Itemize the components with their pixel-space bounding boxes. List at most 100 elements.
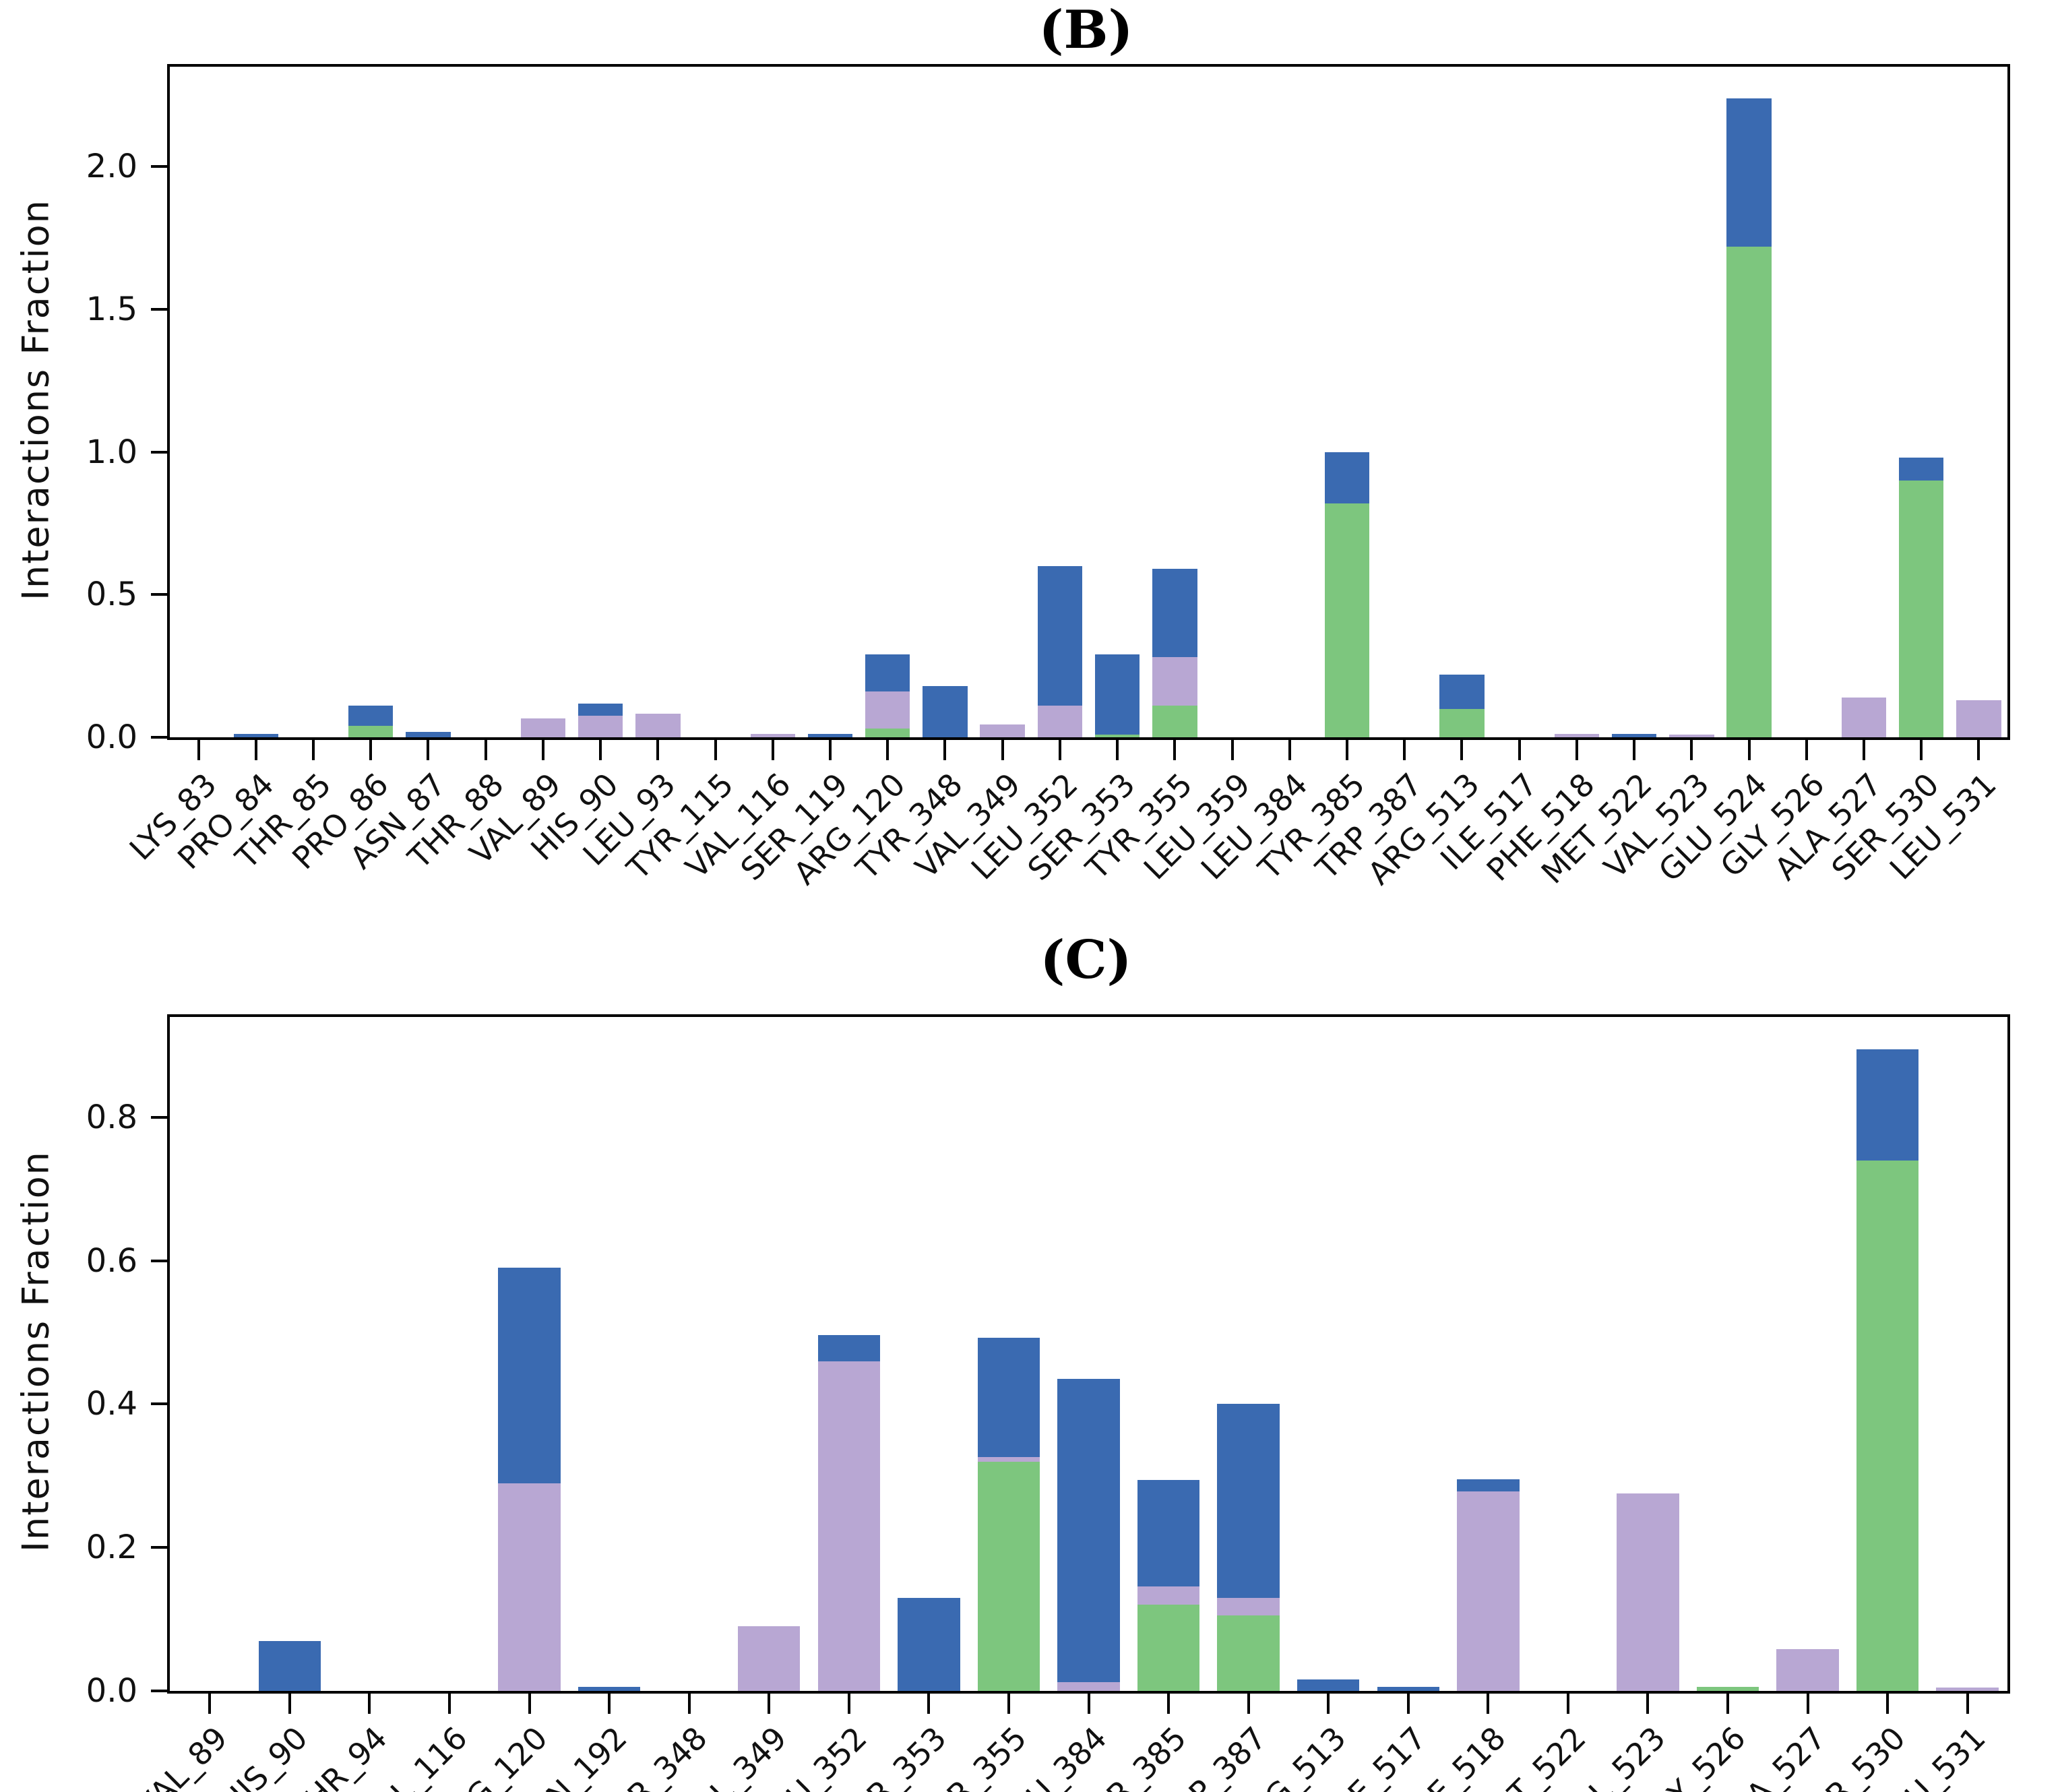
- x-tick-mark: [1173, 740, 1177, 760]
- bar-segment-blue-series: [1611, 733, 1657, 737]
- x-tick-mark: [1230, 740, 1234, 760]
- bar-segment-blue-series: [1898, 458, 1944, 481]
- x-tick-mark: [1116, 740, 1119, 760]
- y-tick-mark: [151, 1402, 167, 1406]
- x-tick-mark: [528, 1694, 531, 1714]
- y-tick-label: 0.0: [86, 1672, 137, 1710]
- bar-segment-lavender-series: [1217, 1597, 1280, 1616]
- bar-segment-blue-series: [233, 733, 279, 737]
- bar-segment-lavender-series: [1841, 697, 1887, 737]
- y-tick-mark: [151, 450, 167, 454]
- bar-segment-blue-series: [578, 704, 623, 716]
- bar-segment-lavender-series: [750, 733, 796, 737]
- x-tick-mark: [427, 740, 430, 760]
- y-tick-label: 0.8: [86, 1098, 137, 1136]
- bar-segment-blue-series: [1324, 452, 1370, 503]
- panel-c-y-axis-label: Interactions Fraction: [14, 1150, 57, 1552]
- bar-segment-lavender-series: [817, 1361, 881, 1691]
- x-tick-mark: [447, 1694, 451, 1714]
- x-tick-mark: [1646, 1694, 1650, 1714]
- x-tick-mark: [1726, 1694, 1730, 1714]
- y-tick-mark: [151, 1546, 167, 1549]
- x-tick-mark: [768, 1694, 771, 1714]
- bar-segment-green-series: [1324, 503, 1370, 737]
- bar-segment-blue-series: [923, 685, 968, 737]
- bar-segment-lavender-series: [1554, 733, 1600, 737]
- x-tick-mark: [1633, 740, 1636, 760]
- bar-segment-green-series: [865, 729, 910, 737]
- y-tick-label: 0.6: [86, 1241, 137, 1280]
- x-tick-mark: [1886, 1694, 1890, 1714]
- x-tick-mark: [288, 1694, 291, 1714]
- y-tick-label: 0.2: [86, 1528, 137, 1567]
- bar-segment-lavender-series: [1956, 700, 2001, 737]
- bar-segment-blue-series: [1439, 674, 1485, 709]
- x-tick-mark: [484, 740, 487, 760]
- x-tick-mark: [847, 1694, 850, 1714]
- panel-b-title: (B): [1038, 0, 1133, 61]
- y-tick-label: 0.0: [86, 718, 137, 756]
- bar-segment-green-series: [1439, 708, 1485, 737]
- bar-segment-lavender-series: [635, 714, 681, 737]
- x-tick-mark: [1566, 1694, 1569, 1714]
- bar-segment-green-series: [1152, 706, 1197, 737]
- x-tick-mark: [1001, 740, 1004, 760]
- bar-segment-lavender-series: [865, 691, 910, 729]
- bar-segment-blue-series: [1377, 1686, 1439, 1691]
- bar-segment-blue-series: [817, 1335, 881, 1361]
- x-tick-mark: [1288, 740, 1291, 760]
- y-tick-label: 1.5: [86, 290, 137, 328]
- x-tick-mark: [656, 740, 660, 760]
- bar-segment-blue-series: [406, 731, 451, 737]
- x-tick-mark: [254, 740, 257, 760]
- bar-segment-lavender-series: [1936, 1687, 1999, 1691]
- y-tick-mark: [151, 1690, 167, 1692]
- x-tick-mark: [1247, 1694, 1250, 1714]
- bar-segment-blue-series: [1856, 1049, 1919, 1161]
- x-tick-mark: [687, 1694, 691, 1714]
- x-tick-mark: [1806, 1694, 1809, 1714]
- x-tick-mark: [943, 740, 947, 760]
- bar-segment-green-series: [1137, 1605, 1200, 1691]
- y-tick-mark: [151, 736, 167, 739]
- bar-segment-lavender-series: [520, 718, 566, 737]
- bar-segment-blue-series: [1726, 98, 1772, 247]
- x-tick-mark: [1747, 740, 1751, 760]
- bar-segment-lavender-series: [1037, 706, 1083, 737]
- y-tick-label: 0.5: [86, 576, 137, 614]
- x-tick-mark: [1966, 1694, 1969, 1714]
- bar-segment-lavender-series: [1457, 1491, 1520, 1691]
- x-tick-mark: [829, 740, 832, 760]
- panel-b-y-axis-label: Interactions Fraction: [14, 198, 57, 600]
- x-tick-mark: [1518, 740, 1521, 760]
- x-tick-mark: [1690, 740, 1693, 760]
- x-tick-mark: [608, 1694, 611, 1714]
- y-tick-mark: [151, 307, 167, 311]
- x-tick-mark: [1087, 1694, 1090, 1714]
- bar-segment-lavender-series: [977, 1457, 1040, 1462]
- bar-segment-blue-series: [898, 1597, 960, 1691]
- bar-segment-lavender-series: [1776, 1649, 1839, 1691]
- bar-segment-blue-series: [1037, 565, 1083, 706]
- bar-segment-green-series: [1898, 480, 1944, 737]
- bar-segment-lavender-series: [498, 1483, 561, 1691]
- x-tick-mark: [1487, 1694, 1490, 1714]
- bar-segment-blue-series: [1152, 569, 1197, 658]
- bar-segment-blue-series: [1297, 1679, 1360, 1691]
- bar-segment-blue-series: [348, 706, 394, 727]
- bar-segment-green-series: [1726, 246, 1772, 737]
- x-tick-mark: [1862, 740, 1865, 760]
- panel-b-plot-area: 0.0 0.5 1.0 1.5 2.0 LYS_83 PRO_84 THR_85 PRO_86 A…: [86, 64, 2010, 892]
- bar-segment-green-series: [1856, 1160, 1919, 1691]
- bar-segment-lavender-series: [1617, 1493, 1679, 1691]
- x-tick-mark: [599, 740, 602, 760]
- bar-segment-lavender-series: [980, 724, 1025, 737]
- panel-c-title: (C): [1040, 929, 1132, 991]
- x-tick-mark: [1327, 1694, 1330, 1714]
- x-tick-mark: [541, 740, 544, 760]
- bar-segment-blue-series: [977, 1337, 1040, 1458]
- panel-c-plot-area: 0.0 0.2 0.4 0.6 0.8 VAL_89 HIS_90 THR_94 VAL_116…: [86, 1014, 2010, 1792]
- y-tick-label: 2.0: [86, 148, 137, 186]
- bar-segment-lavender-series: [1669, 734, 1714, 737]
